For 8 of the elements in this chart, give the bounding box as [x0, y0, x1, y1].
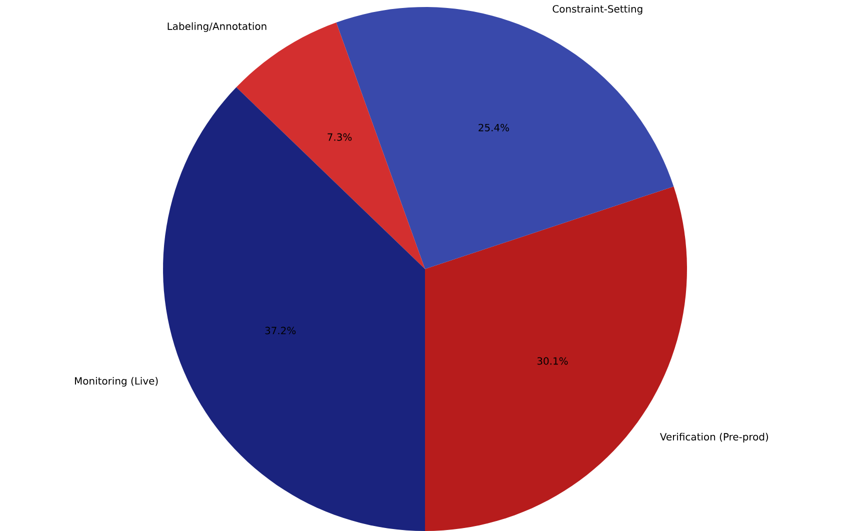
slice-label: Labeling/Annotation [168, 22, 266, 32]
data-label: 25.4% [478, 124, 509, 132]
slice-label: Verification (Pre-prod) [660, 432, 768, 442]
data-label: 30.1% [537, 357, 568, 365]
slice-label: Monitoring (Live) [75, 376, 158, 387]
data-label: 7.3% [328, 133, 352, 141]
data-label: 37.2% [265, 326, 296, 334]
slice-label: Constraint-Setting [552, 4, 642, 15]
